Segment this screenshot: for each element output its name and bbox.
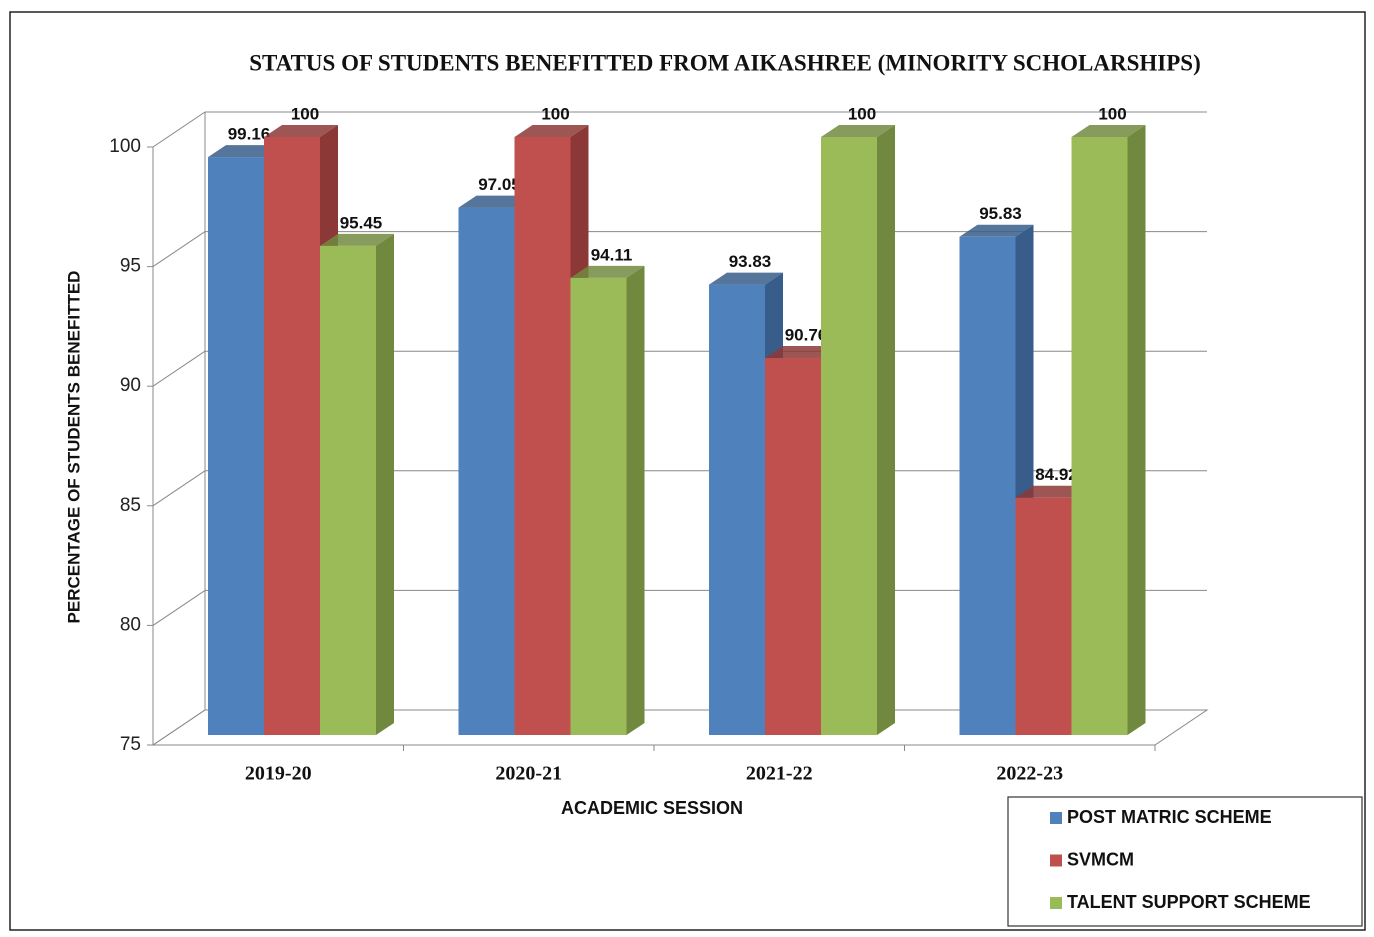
legend-label: POST MATRIC SCHEME <box>1067 807 1272 827</box>
bar-face <box>570 265 645 278</box>
y-axis-label: PERCENTAGE OF STUDENTS BENEFITTED <box>64 271 83 624</box>
data-label: 97.05 <box>478 175 521 194</box>
grid-line <box>152 231 206 268</box>
bar-face <box>821 125 895 137</box>
bar-face <box>320 245 376 735</box>
bar-face <box>765 358 821 735</box>
data-label: 100 <box>848 104 876 123</box>
data-label: 95.45 <box>340 213 383 232</box>
bar-face <box>208 145 282 158</box>
bar <box>1071 125 1146 735</box>
bar <box>320 233 394 735</box>
bar-face <box>959 224 1034 237</box>
bar-face <box>709 272 783 285</box>
bar-face <box>626 265 645 735</box>
data-label: 93.83 <box>729 252 772 271</box>
y-tick-label: 100 <box>109 136 141 157</box>
bar-face <box>959 236 1016 735</box>
y-tick-label: 85 <box>120 495 141 516</box>
grid-line <box>152 589 206 626</box>
bar-face <box>709 284 765 735</box>
legend-box <box>1007 796 1363 927</box>
data-label: 100 <box>291 104 319 123</box>
legend-label: TALENT SUPPORT SCHEME <box>1067 892 1311 912</box>
x-tick-label: 2019-20 <box>245 763 312 785</box>
grid-line <box>152 111 206 148</box>
chart-title: STATUS OF STUDENTS BENEFITTED FROM AIKAS… <box>249 50 1200 75</box>
grid-line <box>152 470 206 507</box>
bar-face <box>514 137 571 735</box>
bar-face <box>264 125 338 137</box>
bar-face <box>264 137 320 735</box>
grid-line <box>152 709 206 746</box>
x-tick-label: 2021-22 <box>746 763 813 785</box>
x-tick-label: 2020-21 <box>495 763 562 785</box>
y-tick-label: 90 <box>120 375 141 396</box>
legend-swatch <box>1050 854 1062 867</box>
legend-swatch <box>1050 812 1062 824</box>
bar-face <box>821 137 877 735</box>
data-label: 95.83 <box>979 204 1022 223</box>
bar-face <box>1015 497 1072 735</box>
bar-face <box>1071 125 1146 137</box>
bar-face <box>208 157 264 736</box>
x-tick-label: 2022-23 <box>996 763 1063 785</box>
y-tick-label: 95 <box>120 256 141 277</box>
grid-line <box>152 350 206 387</box>
bar <box>821 125 895 735</box>
bar-face <box>570 277 627 735</box>
bar-face <box>376 233 394 735</box>
data-label: 100 <box>541 104 569 123</box>
bar-face <box>458 195 533 208</box>
data-label: 100 <box>1098 104 1126 123</box>
bar-face <box>514 125 589 137</box>
data-label: 84.92 <box>1035 465 1078 484</box>
y-tick-label: 80 <box>120 614 141 635</box>
legend-swatch <box>1050 897 1062 909</box>
bar-face <box>765 346 839 359</box>
bar-face <box>320 233 394 246</box>
bar <box>570 265 645 735</box>
x-axis-label: ACADEMIC SESSION <box>561 798 743 818</box>
bar-face <box>458 207 515 736</box>
bar-face <box>1071 137 1128 735</box>
bar-face <box>1127 125 1146 735</box>
bar-face <box>1015 485 1090 498</box>
legend-label: SVMCM <box>1067 849 1134 869</box>
bar-face <box>877 125 895 735</box>
data-label: 94.11 <box>591 245 633 264</box>
y-tick-label: 75 <box>120 734 141 755</box>
data-label: 99.16 <box>228 125 271 144</box>
data-label: 90.76 <box>785 326 828 345</box>
